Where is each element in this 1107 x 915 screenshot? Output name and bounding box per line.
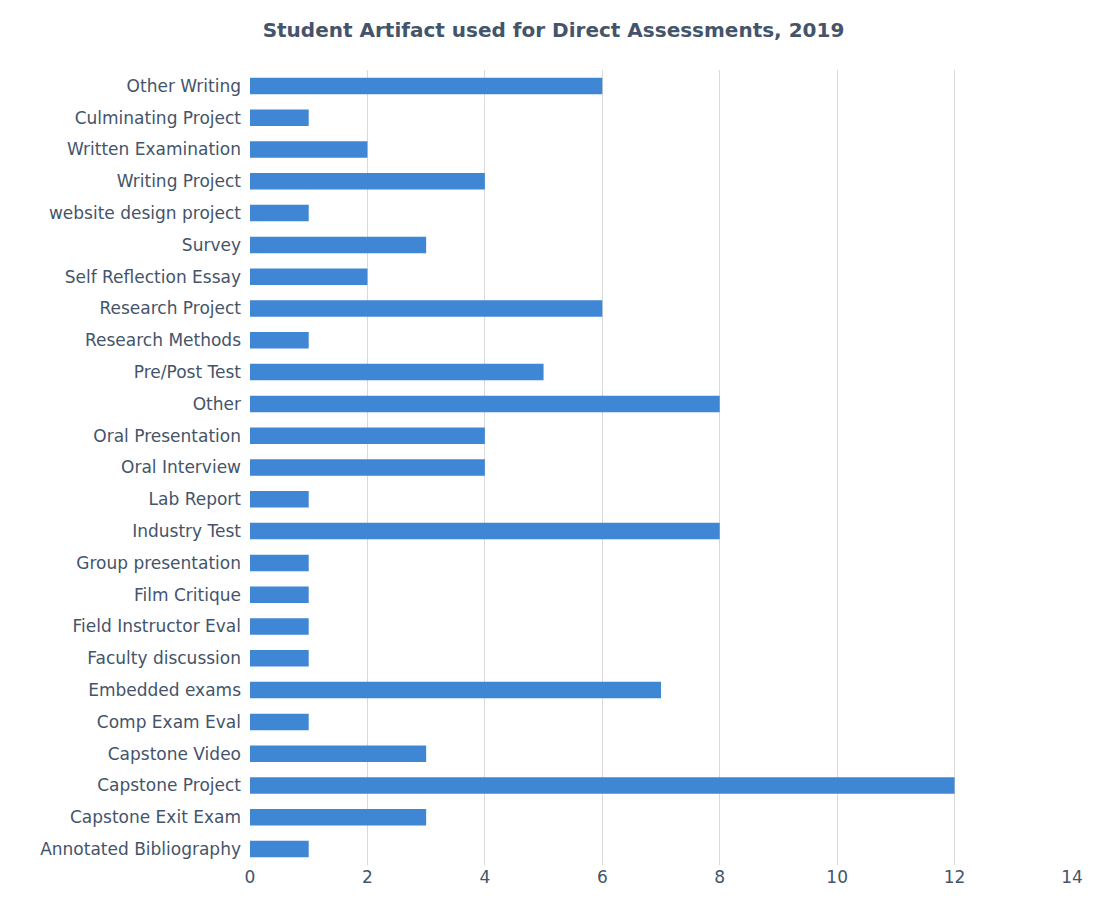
svg-text:Student Artifact used for Dire: Student Artifact used for Direct Assessm… [263,18,845,42]
svg-text:Other Writing: Other Writing [127,76,241,96]
svg-text:Survey: Survey [182,235,241,255]
svg-text:Written Examination: Written Examination [67,139,241,159]
svg-text:12: 12 [944,867,966,887]
svg-text:10: 10 [826,867,848,887]
svg-text:Capstone Video: Capstone Video [108,744,241,764]
svg-text:Research Project: Research Project [99,298,241,318]
svg-text:Annotated Bibliography: Annotated Bibliography [40,839,241,859]
svg-text:0: 0 [245,867,256,887]
svg-text:Writing Project: Writing Project [117,171,242,191]
svg-text:4: 4 [479,867,490,887]
svg-text:Lab Report: Lab Report [149,489,242,509]
svg-text:Self Reflection Essay: Self Reflection Essay [65,267,241,287]
svg-text:Field Instructor Eval: Field Instructor Eval [73,616,241,636]
svg-text:Pre/Post Test: Pre/Post Test [134,362,242,382]
svg-text:Other: Other [193,394,241,414]
svg-text:website design project: website design project [49,203,241,223]
svg-text:Faculty discussion: Faculty discussion [87,648,241,668]
svg-text:Capstone Project: Capstone Project [97,775,241,795]
svg-text:Culminating Project: Culminating Project [75,108,242,128]
svg-text:2: 2 [362,867,373,887]
svg-text:8: 8 [714,867,725,887]
svg-text:Capstone Exit Exam: Capstone Exit Exam [70,807,241,827]
svg-text:6: 6 [597,867,608,887]
svg-text:Oral Presentation: Oral Presentation [93,426,241,446]
svg-text:Research Methods: Research Methods [85,330,241,350]
svg-text:Oral Interview: Oral Interview [121,457,241,477]
svg-text:Comp Exam Eval: Comp Exam Eval [97,712,241,732]
svg-text:14: 14 [1061,867,1083,887]
svg-text:Group presentation: Group presentation [76,553,241,573]
svg-text:Embedded exams: Embedded exams [88,680,241,700]
svg-text:Industry Test: Industry Test [132,521,241,541]
svg-text:Film Critique: Film Critique [134,585,241,605]
